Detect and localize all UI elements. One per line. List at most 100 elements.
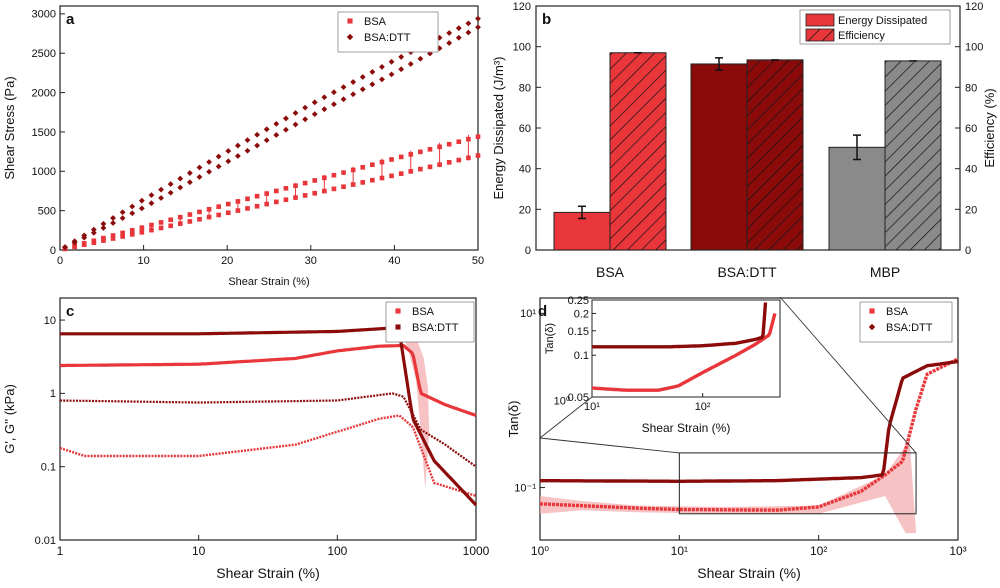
data-point (395, 308, 401, 314)
legend-box (337, 11, 439, 53)
data-point (216, 212, 222, 218)
data-point (110, 220, 116, 226)
data-point (215, 163, 222, 170)
x-tick-label: 100 (327, 544, 347, 558)
data-point (312, 190, 318, 196)
error-band (403, 336, 430, 489)
x-axis-label: Shear Strain (%) (697, 565, 800, 581)
data-point (225, 210, 231, 216)
x-axis-label: Shear Strain (%) (228, 276, 309, 288)
data-point (311, 99, 318, 106)
y-tick-label: 500 (38, 205, 56, 217)
data-point (225, 148, 232, 154)
data-point (446, 30, 453, 36)
data-point (167, 181, 174, 187)
inset-y-tick-label: 0.2 (574, 308, 589, 320)
data-point (388, 71, 395, 78)
data-point (148, 200, 155, 207)
data-point (148, 192, 155, 199)
data-point (379, 76, 385, 83)
y-tick-label: 10⁰ (554, 395, 571, 407)
inset-y-tick-label: 0.1 (574, 350, 589, 362)
data-point (389, 173, 394, 179)
y-tick-label: 0 (525, 245, 531, 257)
data-point (167, 189, 174, 196)
panel-c: 1 10 100 1000 0.01 0.1 1 10 Shear Strain (%) G', … (2, 297, 490, 581)
data-point (119, 215, 126, 222)
y-tick-label: 100 (513, 42, 531, 54)
zoom-region (678, 452, 917, 515)
inset-series-line (592, 312, 777, 392)
data-point (321, 106, 328, 113)
y-tick-label: 2500 (32, 48, 56, 60)
data-point (302, 180, 308, 186)
data-point (110, 233, 116, 238)
data-point (360, 165, 366, 170)
plot-frame (539, 297, 959, 541)
y-axis-label-right: Efficiency (%) (982, 88, 997, 167)
data-point (244, 147, 251, 154)
data-point (254, 193, 260, 199)
data-point (283, 185, 289, 191)
y-tick-label: 0.1 (41, 462, 56, 474)
data-point (90, 229, 97, 236)
legend-entry: BSA:DTT (886, 322, 933, 334)
data-point (341, 170, 346, 175)
y-axis-label: G', G'' (kPa) (2, 384, 17, 454)
data-point (119, 209, 126, 216)
data-point (72, 244, 77, 250)
inset-x-axis-label: Shear Strain (%) (642, 421, 731, 435)
data-point (418, 149, 423, 155)
x-tick-label: 10⁰ (531, 544, 549, 558)
data-point (398, 54, 405, 60)
data-point (446, 141, 452, 147)
data-point (340, 96, 347, 103)
data-point (254, 203, 260, 209)
data-point (312, 178, 318, 183)
data-point (139, 229, 145, 235)
data-point (245, 206, 250, 211)
x-tick-label: 20 (221, 255, 233, 267)
x-tick-label: 10 (192, 544, 206, 558)
data-point (311, 111, 318, 118)
data-point (359, 86, 366, 93)
data-point (196, 174, 203, 180)
y-tick-label: 1500 (32, 127, 56, 139)
data-point (369, 69, 376, 75)
y-axis-label: Energy Dissipated (J/m³) (491, 56, 506, 199)
data-point (389, 157, 394, 162)
data-point (455, 25, 462, 32)
data-point (465, 20, 472, 27)
legend-entry: BSA (364, 16, 387, 28)
data-point (370, 162, 375, 168)
data-point (398, 66, 405, 73)
data-point (110, 215, 116, 221)
data-point (234, 142, 241, 149)
y-tick-label: 0.01 (35, 535, 56, 547)
data-point (90, 226, 97, 233)
data-point (101, 235, 106, 241)
data-point (263, 137, 270, 144)
zoom-connector (539, 396, 593, 439)
plot-frame (59, 297, 477, 541)
x-tick-label: 10² (810, 544, 827, 558)
data-point (369, 81, 376, 88)
data-point (216, 204, 222, 209)
data-point (139, 225, 145, 230)
x-tick-label: 10¹ (671, 544, 688, 558)
data-point (455, 34, 462, 41)
inset-series-line (592, 302, 768, 349)
data-point (869, 308, 875, 314)
x-tick-label: 1000 (463, 544, 490, 558)
data-point (475, 24, 481, 31)
panel-a: 0 10 20 30 40 50050010001500200025003000Shear… (2, 5, 484, 288)
data-point (177, 184, 184, 191)
y-tick-label-right: 100 (965, 42, 983, 54)
series-line (540, 359, 959, 483)
inset-x-tick-label: 10² (695, 401, 711, 413)
data-point (138, 205, 145, 212)
data-point (186, 179, 193, 186)
y-tick-label: 1 (50, 388, 56, 400)
data-point (158, 220, 164, 225)
